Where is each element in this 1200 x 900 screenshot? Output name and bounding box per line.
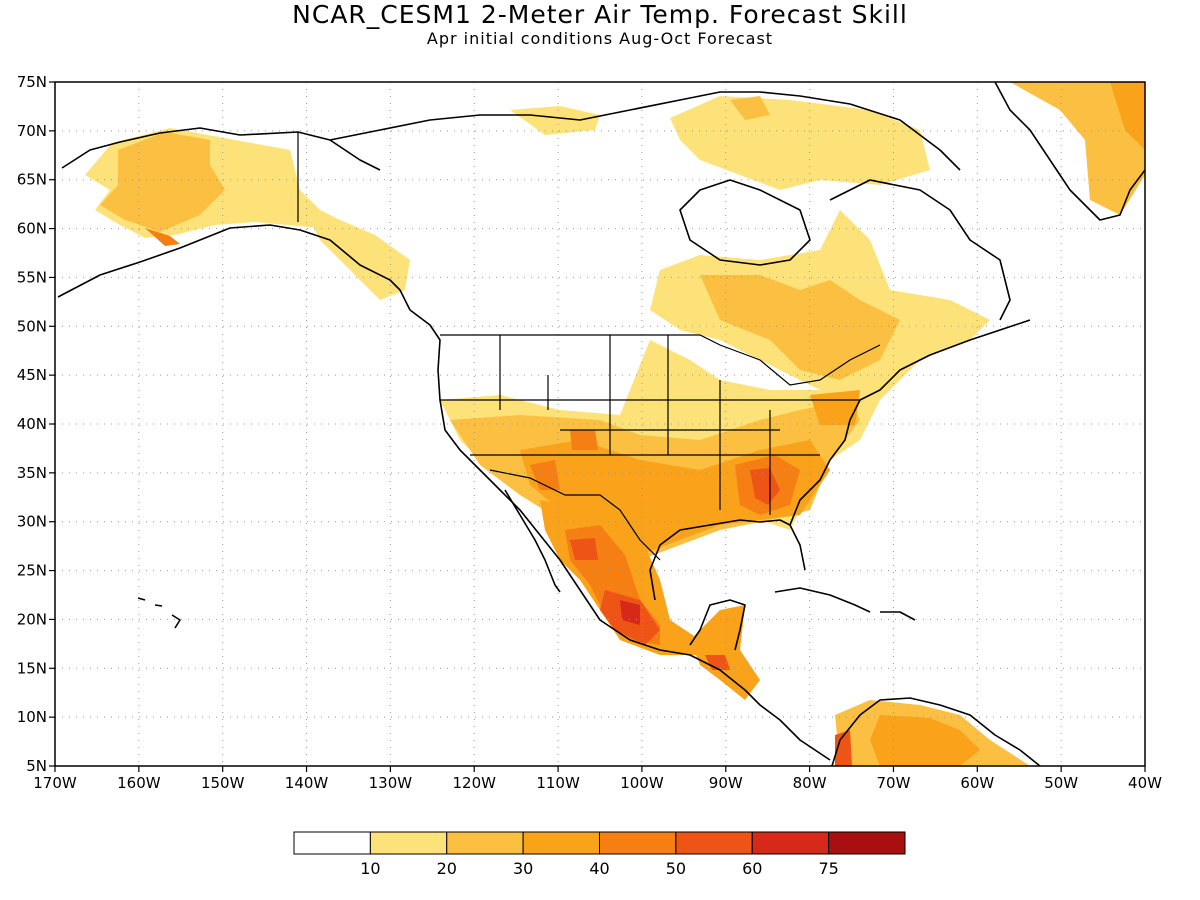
colorbar-label: 50 — [666, 859, 686, 878]
lon-tick-label: 160W — [117, 774, 161, 792]
colorbar-swatch — [369, 831, 448, 855]
coast-gulf — [649, 519, 806, 601]
colorbar-swatch — [751, 831, 830, 855]
coast-alaska-south — [57, 224, 411, 311]
shade-canada-arctic — [510, 106, 600, 135]
lon-tick-label: 120W — [452, 774, 496, 792]
shade-alaska-core — [145, 228, 180, 246]
lat-tick-labels: 5N 10N 15N 20N 25N 30N 35N 40N 45N 50N 55N 60N 65N 70… — [17, 73, 55, 775]
coast-hawaii — [137, 597, 181, 629]
shade-southam-inner — [870, 715, 980, 766]
lat-tick-label: 30N — [17, 513, 47, 531]
shade-colombia-core — [835, 730, 852, 766]
lon-tick-label: 130W — [369, 774, 413, 792]
coast-cuba — [774, 587, 871, 613]
border-states-v — [499, 335, 771, 515]
shade-mexico-core — [570, 538, 598, 560]
shade-centralam — [690, 605, 760, 700]
lat-tick-label: 5N — [26, 757, 47, 775]
border-us-mexico — [489, 469, 661, 561]
shade-alaska-inner — [100, 132, 225, 232]
shade-greenland-core — [1110, 82, 1145, 150]
map-title: NCAR_CESM1 2-Meter Air Temp. Forecast Sk… — [292, 0, 908, 29]
colorbar-swatch — [522, 831, 600, 855]
lon-tick-label: 170W — [33, 774, 77, 792]
lat-tick-label: 55N — [17, 268, 47, 286]
borders — [297, 132, 881, 561]
shade-southwest-core — [530, 460, 560, 490]
lat-tick-label: 65N — [17, 171, 47, 189]
colorbar-label: 30 — [513, 859, 533, 878]
lon-tick-label: 80W — [793, 774, 827, 792]
lon-tick-label: 150W — [201, 774, 245, 792]
lat-tick-label: 60N — [17, 220, 47, 238]
colorbar: 10 20 30 40 50 60 75 — [293, 831, 906, 878]
lon-tick-label: 70W — [877, 774, 911, 792]
colorbar-label: 75 — [818, 859, 838, 878]
colorbar-swatch — [446, 831, 524, 855]
shade-canada-arctic3 — [730, 96, 770, 120]
lon-tick-label: 100W — [620, 774, 664, 792]
coast-baja — [504, 489, 561, 593]
map-subtitle: Apr initial conditions Aug-Oct Forecast — [426, 29, 774, 48]
shade-eastcanada-inner — [700, 275, 900, 380]
coast-pacific-nw — [409, 309, 831, 761]
lon-tick-label: 40W — [1128, 774, 1162, 792]
shade-mexico-core3 — [620, 600, 640, 625]
lat-tick-label: 25N — [17, 562, 47, 580]
shade-greenland — [1010, 82, 1145, 215]
shade-bc — [300, 200, 410, 300]
shade-northeast — [810, 390, 860, 425]
shade-southeast-hot — [750, 468, 780, 505]
lon-tick-label: 90W — [709, 774, 743, 792]
coast-alaska — [61, 127, 381, 171]
coast-southam — [831, 697, 1041, 766]
lat-tick-label: 35N — [17, 464, 47, 482]
shade-canada-arctic2 — [670, 96, 930, 190]
lat-tick-label: 70N — [17, 122, 47, 140]
colorbar-swatch — [599, 831, 677, 855]
coast-greenland — [994, 82, 1145, 221]
lat-tick-label: 45N — [17, 366, 47, 384]
colorbar-swatch — [293, 831, 371, 855]
lon-tick-label: 110W — [536, 774, 580, 792]
lon-tick-label: 140W — [285, 774, 329, 792]
coast-hispaniola — [880, 611, 916, 621]
colorbar-swatch — [675, 831, 753, 855]
colorbar-swatch — [828, 831, 906, 855]
coast-hudson — [679, 179, 811, 266]
colorbar-label: 40 — [589, 859, 609, 878]
lat-tick-label: 15N — [17, 659, 47, 677]
coast-yucatan — [689, 599, 746, 651]
shade-colorado — [570, 430, 598, 450]
lon-tick-label: 50W — [1044, 774, 1078, 792]
lat-tick-label: 20N — [17, 610, 47, 628]
lat-tick-label: 10N — [17, 708, 47, 726]
border-states-h — [440, 399, 860, 456]
colorbar-label: 20 — [437, 859, 457, 878]
colorbar-label: 60 — [742, 859, 762, 878]
skill-shading — [85, 82, 1145, 766]
colorbar-label: 10 — [360, 859, 380, 878]
lat-tick-label: 75N — [17, 73, 47, 91]
lat-tick-label: 50N — [17, 317, 47, 335]
lon-tick-label: 60W — [960, 774, 994, 792]
lon-tick-labels: 170W 160W 150W 140W 130W 120W 110W 100W 90W 80W 70… — [33, 766, 1162, 792]
border-canada-us — [440, 334, 881, 386]
coast-arctic — [329, 91, 961, 171]
coast-labrador — [829, 179, 1011, 321]
lat-tick-label: 40N — [17, 415, 47, 433]
